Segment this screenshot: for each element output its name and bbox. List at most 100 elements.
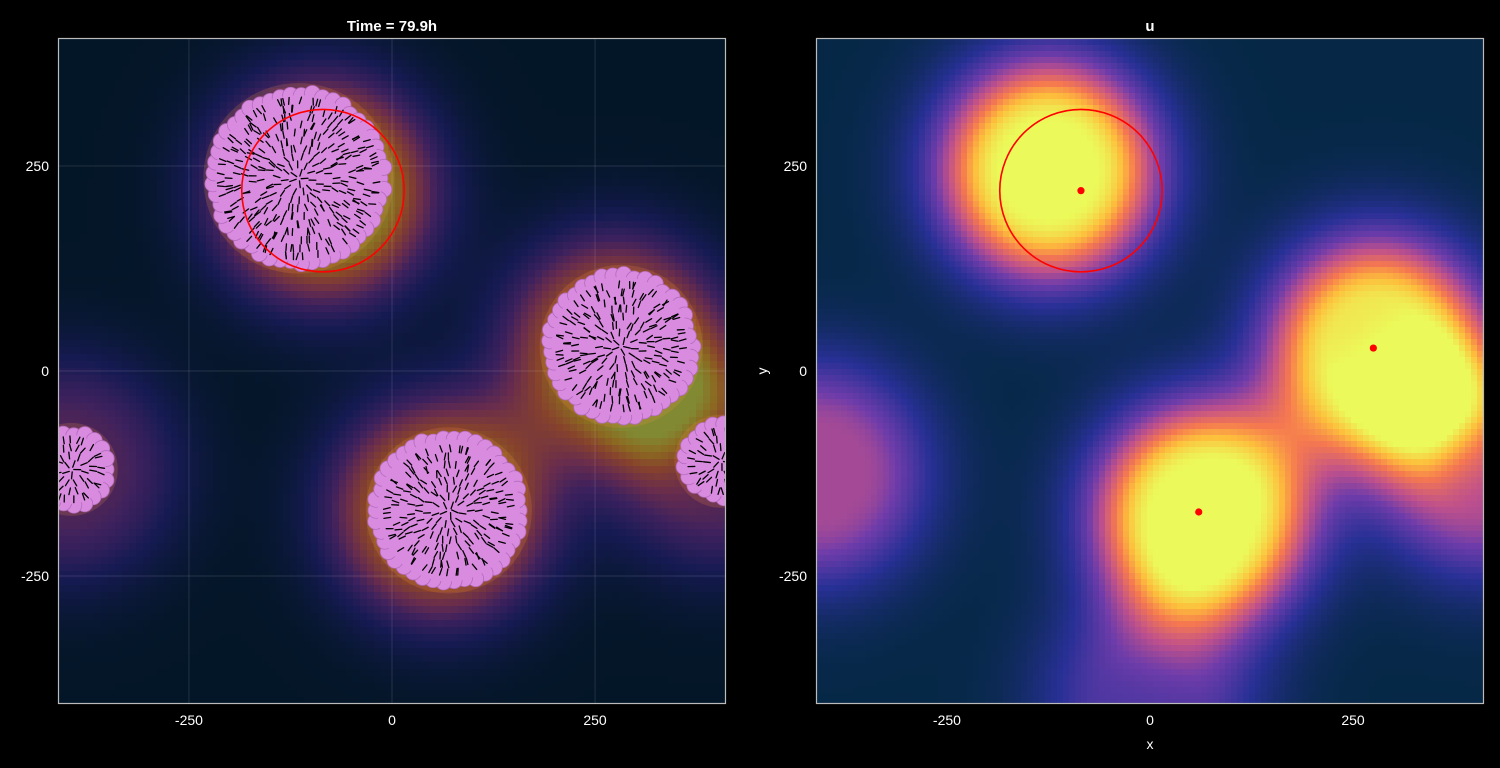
field-cell	[381, 690, 389, 698]
field-cell	[402, 333, 410, 341]
field-cell	[101, 81, 109, 89]
field-cell	[73, 662, 81, 670]
field-cell	[122, 438, 130, 446]
field-cell	[409, 158, 417, 166]
field-cell	[108, 361, 116, 369]
field-cell	[311, 270, 319, 278]
field-cell	[227, 690, 235, 698]
field-cell	[171, 270, 179, 278]
field-cell	[115, 669, 123, 677]
field-cell	[353, 697, 361, 703]
field-cell	[360, 697, 368, 703]
field-cell	[276, 522, 284, 530]
field-cell	[73, 102, 81, 110]
field-cell	[269, 39, 277, 47]
field-cell	[108, 564, 116, 572]
field-cell	[199, 249, 207, 257]
field-cell	[234, 599, 242, 607]
field-cell	[157, 340, 165, 348]
field-cell	[80, 606, 88, 614]
field-cell	[94, 641, 102, 649]
field-cell	[199, 277, 207, 285]
field-cell	[367, 46, 375, 54]
field-cell	[395, 235, 403, 243]
field-cell	[339, 396, 347, 404]
field-cell	[283, 592, 291, 600]
field-cell	[150, 410, 158, 418]
field-cell	[248, 361, 256, 369]
field-cell	[66, 599, 74, 607]
field-cell	[115, 200, 123, 208]
field-cell	[276, 613, 284, 621]
field-cell	[374, 116, 382, 124]
field-cell	[164, 620, 172, 628]
field-cell	[416, 627, 424, 635]
field-cell	[416, 137, 424, 145]
field-cell	[171, 438, 179, 446]
field-cell	[192, 95, 200, 103]
field-cell	[73, 354, 81, 362]
field-cell	[402, 655, 410, 663]
field-cell	[248, 494, 256, 502]
field-cell	[66, 249, 74, 257]
field-cell	[395, 95, 403, 103]
field-cell	[409, 172, 417, 180]
field-cell	[388, 382, 396, 390]
field-cell	[59, 536, 67, 544]
field-cell	[423, 340, 431, 348]
field-cell	[206, 431, 214, 439]
field-cell	[241, 466, 249, 474]
field-cell	[59, 123, 67, 131]
field-cell	[269, 424, 277, 432]
field-cell	[297, 641, 305, 649]
field-cell	[206, 200, 214, 208]
field-cell	[115, 403, 123, 411]
field-cell	[325, 550, 333, 558]
field-cell	[199, 354, 207, 362]
field-cell	[409, 67, 417, 75]
field-cell	[360, 557, 368, 565]
field-cell	[94, 536, 102, 544]
field-cell	[283, 382, 291, 390]
field-cell	[87, 382, 95, 390]
field-cell	[87, 368, 95, 376]
field-cell	[241, 452, 249, 460]
field-cell	[192, 515, 200, 523]
field-cell	[241, 564, 249, 572]
field-cell	[360, 319, 368, 327]
field-cell	[332, 690, 340, 698]
field-cell	[164, 431, 172, 439]
field-cell	[143, 536, 151, 544]
field-cell	[416, 214, 424, 222]
field-cell	[87, 256, 95, 264]
field-cell	[108, 424, 116, 432]
field-cell	[178, 557, 186, 565]
field-cell	[325, 592, 333, 600]
field-cell	[73, 326, 81, 334]
field-cell	[115, 466, 123, 474]
field-cell	[276, 459, 284, 467]
field-cell	[269, 494, 277, 502]
field-cell	[402, 123, 410, 131]
field-cell	[248, 620, 256, 628]
field-cell	[164, 361, 172, 369]
field-cell	[143, 620, 151, 628]
field-cell	[234, 340, 242, 348]
field-cell	[164, 683, 172, 691]
field-cell	[255, 501, 263, 509]
field-cell	[143, 683, 151, 691]
field-cell	[388, 130, 396, 138]
field-cell	[150, 200, 158, 208]
field-cell	[297, 550, 305, 558]
field-cell	[409, 151, 417, 159]
field-cell	[157, 186, 165, 194]
field-cell	[94, 662, 102, 670]
field-cell	[213, 501, 221, 509]
field-cell	[248, 676, 256, 684]
field-cell	[94, 690, 102, 698]
field-cell	[381, 333, 389, 341]
field-cell	[171, 256, 179, 264]
field-cell	[318, 368, 326, 376]
field-cell	[129, 487, 137, 495]
field-cell	[234, 375, 242, 383]
